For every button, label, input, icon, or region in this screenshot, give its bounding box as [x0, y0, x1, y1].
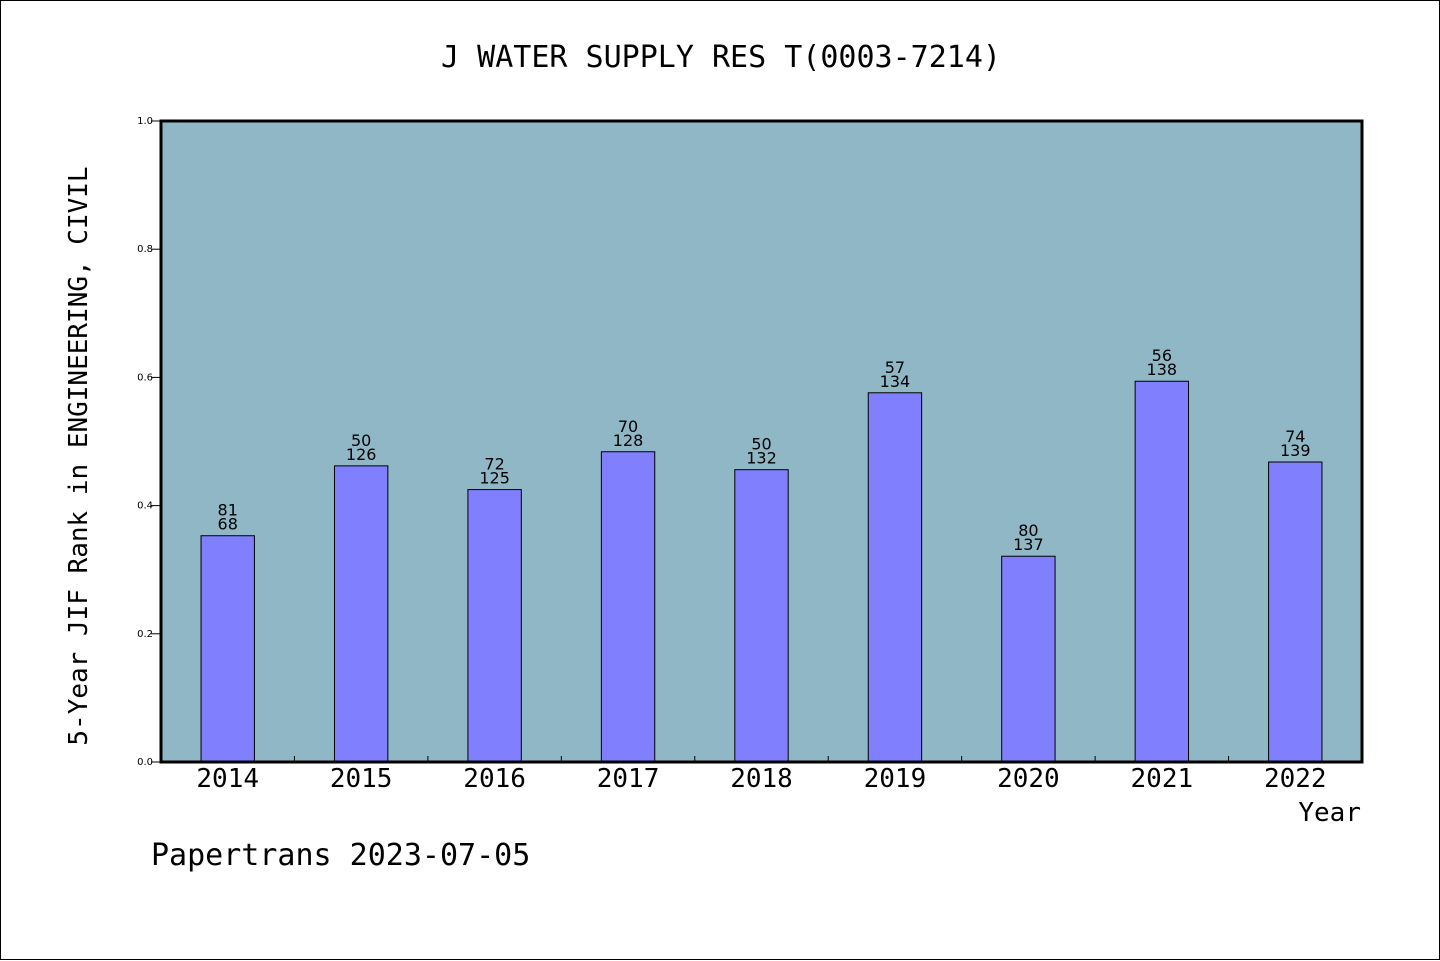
- x-tick-label-2020: 2020: [997, 764, 1060, 794]
- bar-2021: [1134, 380, 1190, 763]
- bar-2017: [600, 451, 656, 763]
- x-tick-label-2018: 2018: [730, 764, 793, 794]
- bar-label-bottom-2014: 68: [218, 515, 238, 534]
- bar-label-bottom-2021: 138: [1147, 360, 1178, 379]
- x-tick-label-2016: 2016: [463, 764, 526, 794]
- bar-label-bottom-2017: 128: [613, 431, 644, 450]
- bar-2015: [333, 465, 389, 763]
- y-tick-label: 0.4: [137, 501, 153, 512]
- x-tick-label-2014: 2014: [196, 764, 259, 794]
- bar-2019: [867, 392, 923, 763]
- chart-title: J WATER SUPPLY RES T(0003-7214): [441, 40, 1001, 75]
- bar-label-top-2017: 70: [618, 417, 638, 436]
- bars-group: [200, 380, 1323, 763]
- y-tick-label: 0.2: [137, 629, 153, 640]
- x-tick-label-2019: 2019: [864, 764, 927, 794]
- bar-label-bottom-2015: 126: [346, 445, 377, 464]
- y-tick-label: 0.8: [137, 244, 153, 255]
- bar-2020: [1001, 555, 1056, 763]
- x-tick-label-2017: 2017: [597, 764, 660, 794]
- x-axis-label: Year: [1298, 798, 1361, 828]
- y-tick-label: 0.0: [137, 757, 153, 768]
- bar-label-bottom-2016: 125: [479, 469, 510, 488]
- footer-credit: Papertrans 2023-07-05: [151, 838, 530, 873]
- x-tick-label-2015: 2015: [330, 764, 393, 794]
- y-tick-label: 0.6: [137, 372, 153, 383]
- y-axis-ticks: 0.0 0.2 0.4 0.6 0.8 1.0: [137, 116, 161, 768]
- bar-2016: [467, 489, 522, 763]
- x-tick-label-2022: 2022: [1264, 764, 1327, 794]
- bar-label-bottom-2020: 137: [1013, 535, 1044, 554]
- bar-2022: [1268, 461, 1323, 763]
- bar-label-bottom-2018: 132: [746, 449, 777, 468]
- bar-label-top-2018: 50: [751, 435, 771, 454]
- bar-label-bottom-2019: 134: [880, 372, 911, 391]
- bar-2014: [200, 535, 255, 763]
- bar-label-top-2015: 50: [351, 431, 371, 450]
- bar-2018: [734, 469, 789, 763]
- bar-label-top-2014: 81: [218, 501, 238, 520]
- bar-label-top-2019: 57: [885, 358, 905, 377]
- bar-label-bottom-2022: 139: [1280, 441, 1311, 460]
- plot-border: [159, 119, 1364, 764]
- bar-label-top-2022: 74: [1285, 427, 1305, 446]
- bar-label-top-2020: 80: [1018, 521, 1038, 540]
- y-tick-label: 1.0: [137, 116, 153, 127]
- bar-label-top-2016: 72: [484, 455, 504, 474]
- x-axis-ticks: 2014 2015 2016 2017 2018 2019 2020 2021 2022: [196, 756, 1327, 794]
- bar-label-top-2021: 56: [1152, 346, 1172, 365]
- x-tick-label-2021: 2021: [1131, 764, 1194, 794]
- y-axis-label: 5-Year JIF Rank in ENGINEERING, CIVIL: [64, 166, 94, 745]
